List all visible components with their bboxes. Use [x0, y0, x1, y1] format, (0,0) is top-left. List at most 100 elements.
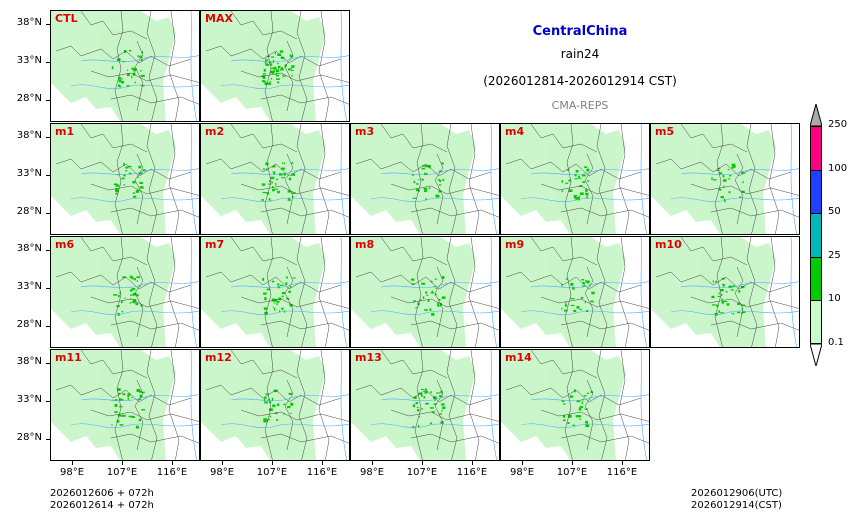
- latitude-tick: [46, 175, 50, 176]
- moderate-rain-cell: [733, 312, 735, 315]
- moderate-rain-cell: [584, 301, 586, 304]
- moderate-rain-cell: [737, 311, 741, 314]
- moderate-rain-cell: [731, 165, 736, 168]
- moderate-rain-cell: [276, 300, 280, 303]
- moderate-rain-cell: [715, 304, 719, 307]
- province-border: [296, 350, 308, 460]
- moderate-rain-cell: [570, 395, 574, 398]
- moderate-rain-cell: [263, 292, 267, 295]
- moderate-rain-cell: [287, 198, 291, 201]
- moderate-rain-cell: [130, 277, 133, 279]
- province-border: [114, 350, 124, 460]
- moderate-rain-cell: [732, 285, 736, 288]
- moderate-rain-cell: [738, 290, 741, 293]
- province-border: [584, 379, 594, 451]
- river: [370, 197, 499, 202]
- latitude-tick-label: 33°N: [16, 281, 42, 292]
- longitude-tick-label: 98°E: [209, 467, 235, 478]
- moderate-rain-cell: [111, 424, 113, 426]
- panel-label: m7: [205, 238, 225, 251]
- moderate-rain-cell: [587, 180, 589, 182]
- moderate-rain-cell: [276, 78, 280, 80]
- province-border: [264, 11, 274, 121]
- moderate-rain-cell: [581, 285, 585, 287]
- moderate-rain-cell: [288, 177, 291, 181]
- latitude-tick: [46, 250, 50, 251]
- longitude-tick-label: 116°E: [306, 467, 338, 478]
- province-border: [564, 350, 574, 460]
- province-border: [55, 45, 192, 67]
- moderate-rain-cell: [562, 415, 566, 418]
- province-border: [55, 271, 192, 293]
- moderate-rain-cell: [289, 53, 291, 55]
- moderate-rain-cell: [126, 85, 130, 87]
- moderate-rain-cell: [285, 282, 288, 285]
- precip-map: [501, 350, 649, 460]
- river: [220, 84, 349, 89]
- longitude-tick: [272, 461, 273, 465]
- longitude-tick-label: 98°E: [59, 467, 85, 478]
- moderate-rain-cell: [718, 188, 722, 191]
- province-border: [564, 124, 574, 234]
- moderate-rain-cell: [741, 190, 745, 193]
- moderate-rain-cell: [261, 199, 264, 201]
- moderate-rain-cell: [433, 396, 437, 400]
- moderate-rain-cell: [424, 172, 428, 176]
- moderate-rain-cell: [437, 179, 441, 181]
- colorbar-level-label: 100: [828, 162, 848, 174]
- river: [230, 168, 349, 176]
- province-border: [90, 409, 199, 422]
- moderate-rain-cell: [742, 311, 746, 313]
- province-border: [260, 320, 349, 331]
- moderate-rain-cell: [427, 299, 430, 302]
- moderate-rain-cell: [585, 279, 587, 283]
- footer-init-utc: 2026012606 + 072h: [50, 488, 154, 499]
- province-border: [55, 158, 192, 180]
- moderate-rain-cell: [115, 190, 119, 193]
- moderate-rain-cell: [291, 74, 293, 77]
- moderate-rain-cell: [130, 289, 133, 292]
- moderate-rain-cell: [133, 300, 136, 304]
- moderate-rain-cell: [139, 55, 143, 58]
- moderate-rain-cell: [731, 167, 735, 169]
- precip-map: [201, 350, 349, 460]
- moderate-rain-cell: [265, 58, 267, 60]
- moderate-rain-cell: [586, 392, 589, 394]
- province-border: [564, 237, 574, 347]
- moderate-rain-cell: [279, 310, 281, 312]
- moderate-rain-cell: [416, 406, 419, 409]
- moderate-rain-cell: [129, 49, 132, 52]
- panel-label: m1: [55, 125, 75, 138]
- moderate-rain-cell: [135, 425, 139, 429]
- province-border: [168, 124, 180, 234]
- moderate-rain-cell: [263, 68, 266, 72]
- province-border: [690, 296, 799, 309]
- map-panel: m4: [500, 123, 650, 235]
- province-border: [114, 237, 124, 347]
- province-border: [530, 350, 598, 379]
- province-border: [655, 158, 792, 180]
- longitude-tick: [172, 461, 173, 465]
- moderate-rain-cell: [129, 275, 133, 278]
- moderate-rain-cell: [274, 412, 278, 414]
- moderate-rain-cell: [136, 294, 139, 297]
- moderate-rain-cell: [268, 419, 270, 421]
- longitude-tick-label: 98°E: [359, 467, 385, 478]
- moderate-rain-cell: [438, 299, 441, 301]
- moderate-rain-cell: [585, 420, 588, 424]
- moderate-rain-cell: [271, 397, 274, 401]
- moderate-rain-cell: [281, 292, 285, 295]
- panel-label: m3: [355, 125, 375, 138]
- river: [190, 237, 197, 347]
- moderate-rain-cell: [139, 390, 142, 393]
- moderate-rain-cell: [281, 162, 283, 164]
- moderate-rain-cell: [142, 169, 146, 172]
- river: [530, 281, 649, 289]
- moderate-rain-cell: [440, 390, 443, 394]
- moderate-rain-cell: [271, 181, 273, 184]
- province-border: [410, 433, 499, 444]
- province-border: [410, 320, 499, 331]
- province-border: [446, 350, 458, 460]
- longitude-tick-label: 116°E: [156, 467, 188, 478]
- moderate-rain-cell: [121, 80, 125, 84]
